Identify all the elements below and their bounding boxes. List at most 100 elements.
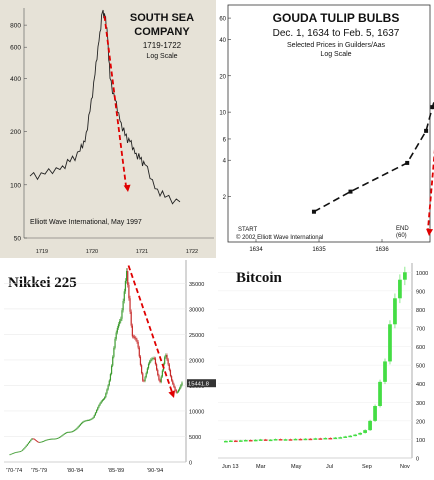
nikkei-candle <box>74 430 76 431</box>
nikkei-candle <box>35 440 38 442</box>
bitcoin-y-tick-label: 700 <box>416 327 425 333</box>
nikkei-candle <box>14 452 16 454</box>
nikkei-candle <box>165 354 167 358</box>
nikkei-candle <box>156 364 158 370</box>
nikkei-trend-arrow <box>127 265 173 393</box>
nikkei-candle <box>159 379 161 383</box>
bitcoin-candle <box>348 435 353 438</box>
gouda-y-tick-label: 2 <box>223 195 227 201</box>
bitcoin-candle <box>373 406 377 421</box>
south-sea-subtitle: 1719-1722 <box>143 41 182 50</box>
nikkei-candle <box>131 325 133 337</box>
nikkei-candle <box>75 429 77 431</box>
nikkei-candle <box>91 418 93 420</box>
nikkei-x-tick-label: '80-'84 <box>67 468 83 474</box>
bitcoin-x-tick-label: May <box>291 464 302 470</box>
nikkei-candle <box>48 439 50 440</box>
nikkei-candle <box>94 412 97 416</box>
bitcoin-chart-panel: Bitcoin 0 100 200 300 400 500 600 700 800 900 1000… <box>216 258 434 480</box>
bitcoin-candle <box>368 420 372 431</box>
nikkei-candle <box>168 364 170 371</box>
nikkei-candle <box>45 440 47 441</box>
nikkei-candle <box>30 439 32 442</box>
bitcoin-candle <box>238 440 243 442</box>
south-sea-trend-arrow <box>103 15 127 187</box>
nikkei-candle <box>104 397 106 399</box>
nikkei-candle <box>123 291 125 301</box>
nikkei-candle <box>89 419 91 421</box>
gouda-title: GOUDA TULIP BULBS <box>273 11 400 25</box>
bitcoin-candle <box>243 439 248 442</box>
bitcoin-candle <box>258 439 263 441</box>
nikkei-candle <box>24 447 26 449</box>
nikkei-candle <box>121 310 123 319</box>
bitcoin-candle <box>323 437 328 440</box>
nikkei-candle <box>40 441 42 443</box>
nikkei-candle <box>181 382 183 386</box>
nikkei-candle <box>16 451 18 453</box>
nikkei-candle <box>17 451 19 453</box>
bitcoin-candle <box>224 440 228 443</box>
nikkei-candle <box>49 438 52 440</box>
nikkei-y-tick-label: 30000 <box>189 307 204 313</box>
nikkei-candle <box>27 442 30 445</box>
gouda-y-tick-label: 4 <box>223 159 227 165</box>
nikkei-candle <box>134 336 136 338</box>
bitcoin-y-tick-label: 100 <box>416 438 425 444</box>
nikkei-candle <box>54 438 56 440</box>
nikkei-candle <box>92 417 94 419</box>
nikkei-candle <box>93 415 95 418</box>
bitcoin-candle <box>228 440 233 443</box>
bitcoin-candle <box>318 438 323 440</box>
south-sea-x-tick-label: 1720 <box>86 249 98 255</box>
nikkei-candle <box>136 339 138 342</box>
nikkei-candle <box>63 433 65 435</box>
gouda-price-line <box>313 99 434 213</box>
nikkei-candle <box>114 338 116 348</box>
gouda-price-point <box>348 189 353 194</box>
gouda-x-tick-label: 1636 <box>375 247 389 253</box>
nikkei-candle <box>127 271 129 285</box>
south-sea-y-tick-label: 100 <box>10 182 21 189</box>
nikkei-y-tick-label: 10000 <box>189 409 204 415</box>
bitcoin-candle <box>293 438 298 441</box>
nikkei-title: Nikkei 225 <box>8 275 77 291</box>
nikkei-candle <box>34 439 36 441</box>
nikkei-candle <box>138 347 140 357</box>
nikkei-candle <box>22 449 24 451</box>
bitcoin-y-tick-label: 900 <box>416 289 425 295</box>
bitcoin-candle <box>403 272 407 280</box>
gouda-price-point <box>405 160 410 165</box>
nikkei-candle <box>72 430 75 432</box>
nikkei-candle <box>102 398 105 401</box>
gouda-trend-arrow <box>427 149 434 230</box>
bitcoin-candle <box>273 439 278 441</box>
bitcoin-x-tick-label: Sep <box>362 464 372 470</box>
nikkei-candle <box>55 438 57 440</box>
bitcoin-candle <box>393 298 397 325</box>
nikkei-chart: Nikkei 225 05000100001500020000250003000… <box>4 260 216 474</box>
nikkei-candle <box>100 401 102 404</box>
nikkei-candle <box>109 374 112 381</box>
bitcoin-x-tick-label: Mar <box>256 464 266 470</box>
nikkei-candle <box>130 311 132 326</box>
gouda-y-tick-label: 10 <box>219 111 226 117</box>
south-sea-scale-note: Log Scale <box>146 53 177 60</box>
bitcoin-candle <box>338 437 343 439</box>
nikkei-candle <box>167 359 169 365</box>
nikkei-candle <box>33 438 35 440</box>
gouda-annotation-start: START <box>238 227 257 233</box>
gouda-subtitle: Dec. 1, 1634 to Feb. 5, 1637 <box>273 28 400 39</box>
bitcoin-candle <box>398 279 402 299</box>
nikkei-candle <box>169 370 172 377</box>
nikkei-candle <box>116 327 118 333</box>
nikkei-candle <box>39 442 41 443</box>
nikkei-candle <box>76 427 78 430</box>
nikkei-candle <box>47 439 49 441</box>
bitcoin-candle <box>248 439 253 442</box>
nikkei-candle <box>18 451 20 453</box>
nikkei-candle <box>62 434 64 436</box>
south-sea-chart: SOUTH SEA COMPANY 1719-1722 Log Scale El… <box>10 8 214 255</box>
gouda-scale-note: Log Scale <box>320 51 351 58</box>
bitcoin-candle <box>263 439 268 441</box>
